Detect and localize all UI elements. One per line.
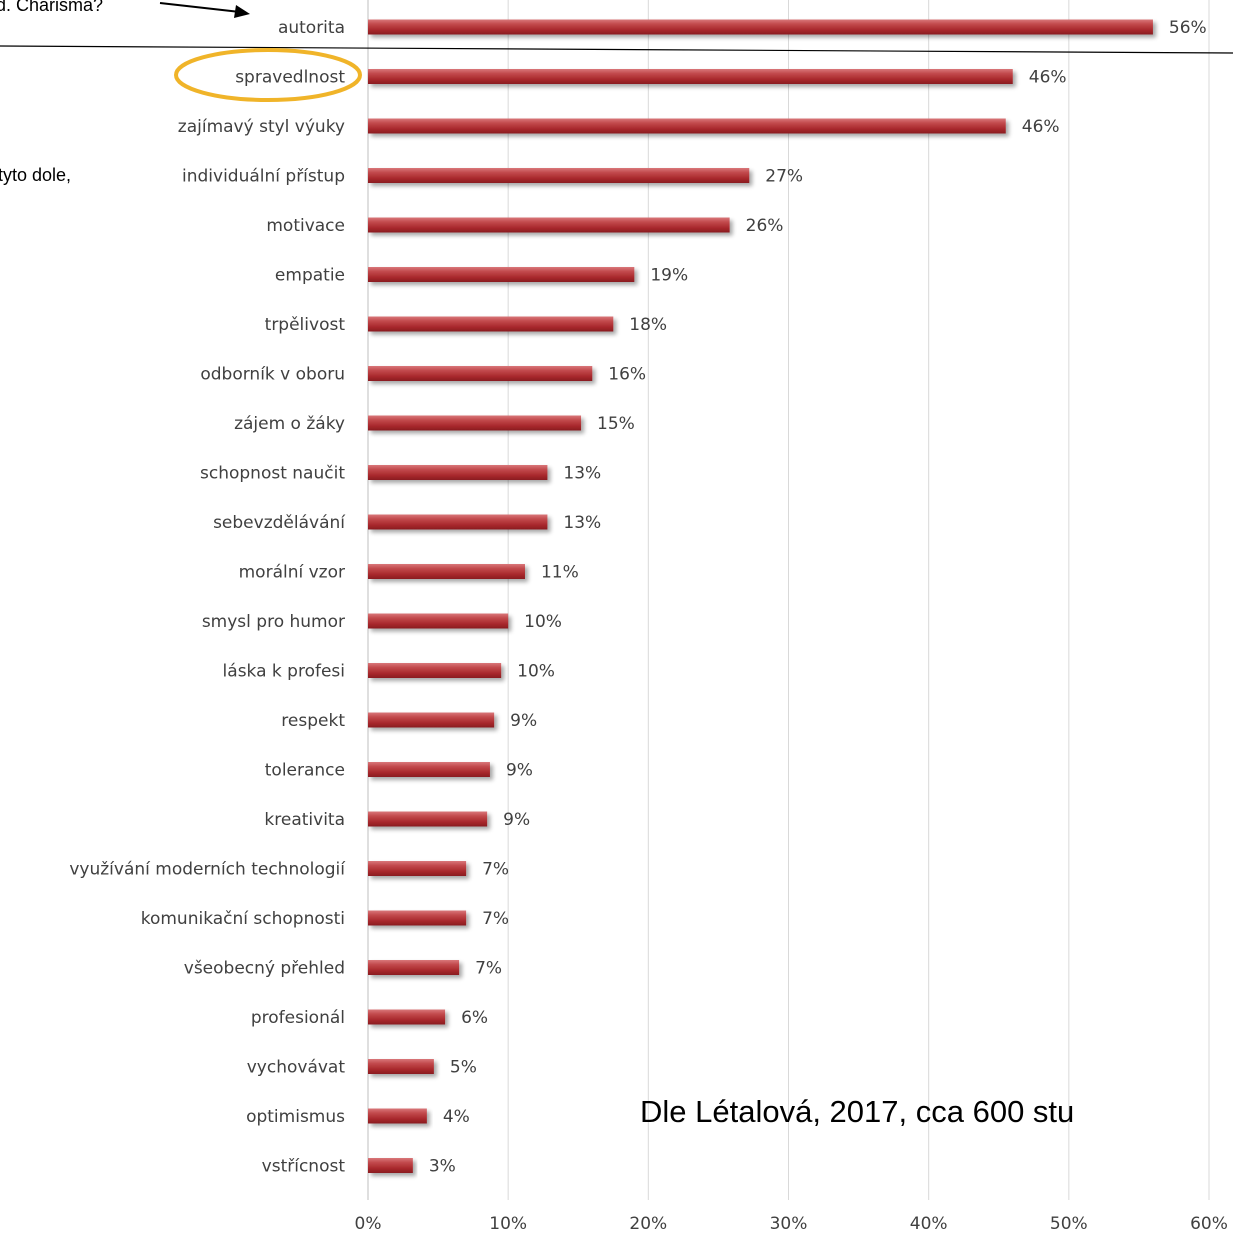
value-label: 13% bbox=[563, 464, 601, 484]
value-label: 7% bbox=[475, 959, 502, 979]
value-label: 46% bbox=[1029, 68, 1067, 88]
value-label: 9% bbox=[506, 761, 533, 781]
value-labels: 56% 46% 46% 27% 26% 19% 18% 16% 15% 13% 13% 11% 10% 1… bbox=[429, 18, 1207, 1177]
value-label: 4% bbox=[443, 1107, 470, 1127]
bar bbox=[368, 1009, 446, 1025]
value-label: 19% bbox=[650, 266, 688, 286]
gridlines bbox=[507, 0, 1210, 1200]
annotation-side-text: tyto dole, bbox=[0, 165, 71, 185]
x-tick-label: 30% bbox=[770, 1214, 808, 1234]
bar bbox=[368, 465, 548, 480]
value-label: 9% bbox=[510, 711, 537, 731]
category-label: kreativita bbox=[264, 810, 345, 830]
value-label: 27% bbox=[765, 167, 803, 187]
x-tick-label: 20% bbox=[629, 1214, 667, 1234]
value-label: 26% bbox=[746, 216, 784, 236]
bar bbox=[368, 712, 495, 728]
category-label: odborník v oboru bbox=[200, 365, 345, 385]
category-label: autorita bbox=[278, 18, 345, 38]
highlight-ellipse bbox=[174, 48, 362, 102]
value-label: 10% bbox=[524, 612, 562, 632]
bar bbox=[368, 564, 525, 579]
bar bbox=[368, 118, 1006, 134]
value-label: 6% bbox=[461, 1008, 488, 1028]
value-label: 5% bbox=[450, 1058, 477, 1078]
annotation-arrow bbox=[159, 2, 241, 13]
value-label: 9% bbox=[503, 810, 530, 830]
category-label: individuální přístup bbox=[182, 167, 345, 187]
category-label: vychovávat bbox=[247, 1058, 346, 1078]
annotation-charisma: d. Charisma? bbox=[0, 0, 103, 15]
x-tick-label: 10% bbox=[489, 1214, 527, 1234]
x-tick-labels: 0% 10% 20% 30% 40% 50% 60% bbox=[355, 1214, 1228, 1234]
value-label: 7% bbox=[482, 860, 509, 880]
bar bbox=[368, 910, 467, 926]
bar bbox=[368, 316, 614, 332]
category-label: všeobecný přehled bbox=[184, 959, 345, 979]
bar bbox=[368, 217, 730, 233]
x-tick-label: 60% bbox=[1190, 1214, 1228, 1234]
x-tick-label: 0% bbox=[355, 1214, 382, 1234]
bar bbox=[368, 1108, 427, 1124]
category-label: spravedlnost bbox=[235, 68, 345, 88]
category-label: vstřícnost bbox=[262, 1157, 346, 1177]
bar bbox=[368, 267, 635, 282]
bar bbox=[368, 663, 502, 678]
category-label: zájem o žáky bbox=[234, 414, 345, 434]
bar bbox=[368, 1059, 434, 1074]
bar bbox=[368, 415, 582, 431]
category-label: respekt bbox=[281, 711, 345, 731]
value-label: 16% bbox=[608, 365, 646, 385]
category-labels: autorita spravedlnost zajímavý styl výuky i… bbox=[69, 18, 346, 1177]
bar bbox=[368, 69, 1013, 84]
bar bbox=[368, 861, 467, 876]
bar bbox=[368, 366, 593, 381]
bar bbox=[368, 811, 488, 827]
category-label: optimismus bbox=[246, 1107, 345, 1127]
x-tick-label: 50% bbox=[1050, 1214, 1088, 1234]
value-label: 10% bbox=[517, 662, 555, 682]
bar bbox=[368, 613, 509, 629]
category-label: smysl pro humor bbox=[202, 612, 345, 632]
category-label: morální vzor bbox=[239, 563, 345, 583]
bar bbox=[368, 19, 1153, 35]
value-label: 46% bbox=[1022, 117, 1060, 137]
bar bbox=[368, 762, 490, 777]
category-label: profesionál bbox=[251, 1008, 345, 1028]
x-tick-label: 40% bbox=[910, 1214, 948, 1234]
category-label: schopnost naučit bbox=[200, 464, 345, 484]
value-label: 3% bbox=[429, 1157, 456, 1177]
category-label: využívání moderních technologií bbox=[69, 860, 346, 880]
value-label: 15% bbox=[597, 414, 635, 434]
arrow-head-icon bbox=[234, 5, 250, 18]
bar bbox=[368, 514, 548, 530]
category-label: motivace bbox=[266, 216, 345, 236]
bar bbox=[368, 168, 750, 183]
category-label: sebevzdělávání bbox=[213, 513, 346, 533]
value-label: 56% bbox=[1169, 18, 1207, 38]
value-label: 13% bbox=[563, 513, 601, 533]
category-label: trpělivost bbox=[265, 315, 346, 335]
bar bbox=[368, 1158, 413, 1173]
source-note: Dle Létalová, 2017, cca 600 stu bbox=[640, 1094, 1074, 1129]
category-label: láska k profesi bbox=[223, 662, 345, 682]
category-label: zajímavý styl výuky bbox=[178, 117, 345, 137]
category-label: komunikační schopnosti bbox=[141, 909, 345, 929]
bar bbox=[368, 960, 460, 975]
divider-line bbox=[0, 45, 1233, 54]
value-label: 18% bbox=[629, 315, 667, 335]
value-label: 7% bbox=[482, 909, 509, 929]
bars bbox=[368, 19, 1153, 1173]
category-label: tolerance bbox=[265, 761, 345, 781]
category-label: empatie bbox=[275, 266, 345, 286]
value-label: 11% bbox=[541, 563, 579, 583]
